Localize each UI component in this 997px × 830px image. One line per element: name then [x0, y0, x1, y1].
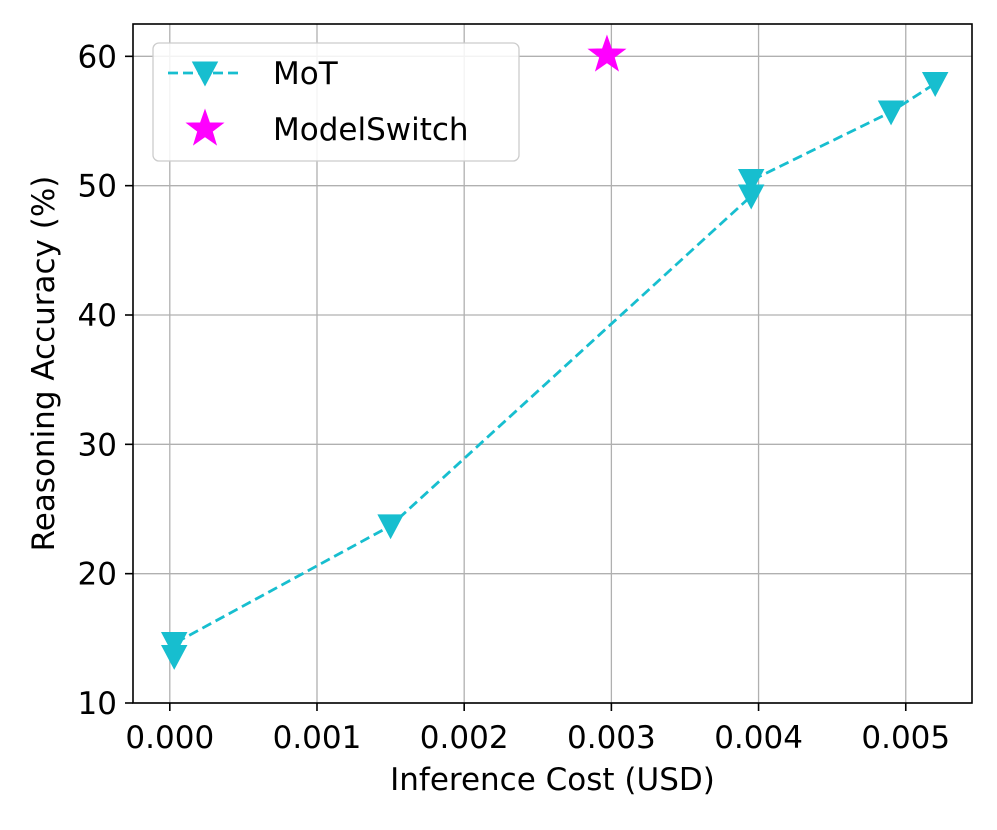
legend-label-mot: MoT	[273, 56, 339, 92]
y-axis-ticks: 10 20 30 40 50 60	[78, 39, 133, 722]
legend-modelswitch-marker	[185, 108, 225, 146]
y-axis-title: Reasoning Accuracy (%)	[26, 176, 62, 552]
modelswitch-data-point	[587, 34, 627, 72]
mot-data-point	[377, 514, 404, 540]
legend-mot-marker	[191, 61, 219, 87]
y-tick-label: 10	[78, 686, 117, 722]
series-layer	[160, 34, 949, 670]
y-tick-label: 20	[78, 557, 117, 593]
plot-frame	[132, 23, 973, 704]
x-tick-label: 0.003	[567, 720, 656, 756]
y-tick-label: 50	[78, 169, 117, 205]
y-tick-label: 40	[78, 298, 117, 334]
x-axis-ticks: 0.000 0.001 0.002 0.003 0.004 0.005	[125, 703, 950, 756]
mot-data-point	[877, 100, 905, 126]
mot-data-point	[737, 168, 765, 194]
x-tick-label: 0.002	[420, 720, 509, 756]
x-tick-label: 0.000	[125, 720, 214, 756]
legend: MoT ModelSwitch	[152, 42, 520, 162]
x-tick-label: 0.001	[273, 720, 362, 756]
x-axis-title: Inference Cost (USD)	[390, 762, 715, 798]
y-tick-label: 60	[78, 39, 117, 75]
series-0	[160, 71, 949, 670]
x-tick-label: 0.005	[861, 720, 950, 756]
y-tick-label: 30	[78, 427, 117, 463]
series-1	[587, 34, 627, 72]
x-tick-label: 0.004	[714, 720, 803, 756]
mot-data-point	[921, 71, 949, 97]
mot-series-line	[172, 82, 936, 657]
legend-box	[152, 42, 520, 162]
legend-label-modelswitch: ModelSwitch	[273, 112, 469, 148]
mot-data-point	[160, 632, 188, 657]
